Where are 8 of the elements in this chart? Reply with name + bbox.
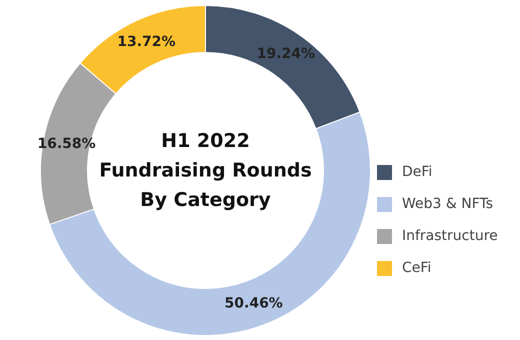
data-label: 50.46% bbox=[224, 296, 283, 312]
text: H1 2022 Fundraising Rounds By Category bbox=[99, 130, 312, 212]
data-label: 19.24% bbox=[256, 46, 316, 62]
legend-label: DeFi bbox=[402, 164, 432, 180]
legend-label: Web3 & NFTs bbox=[402, 196, 494, 212]
legend-label: CeFi bbox=[402, 260, 432, 276]
legend-label: Infrastructure bbox=[402, 228, 498, 244]
data-label: 13.72% bbox=[117, 34, 176, 50]
